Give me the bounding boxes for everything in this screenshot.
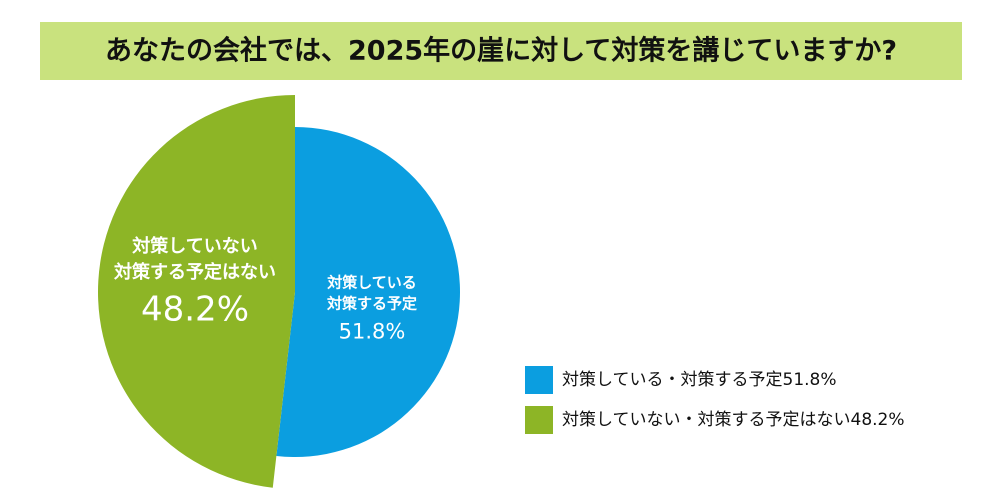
slice-label: 対策する予定はない [113,261,276,283]
legend-entry: 対策していない・対策する予定はない48.2% [562,410,905,430]
slice-label: 対策する予定 [326,295,417,313]
pie-slice [97,95,295,488]
legend-value: 51.8% [783,370,837,390]
slice-value-label: 51.8% [339,319,406,343]
slice-value-label: 48.2% [141,289,249,329]
chart-title: あなたの会社では、2025年の崖に対して対策を講じていますか? [105,35,897,67]
legend-entry: 対策している・対策する予定51.8% [562,370,837,390]
pie-slice [276,127,461,458]
legend-label: 対策している・対策する予定 [562,370,783,390]
title-banner [40,22,962,80]
legend-value: 48.2% [851,410,905,430]
legend-swatch [525,366,553,394]
legend-swatch [525,406,553,434]
legend-label: 対策していない・対策する予定はない [562,410,851,430]
slice-label: 対策していない [131,235,257,257]
slice-label: 対策している [326,274,417,292]
